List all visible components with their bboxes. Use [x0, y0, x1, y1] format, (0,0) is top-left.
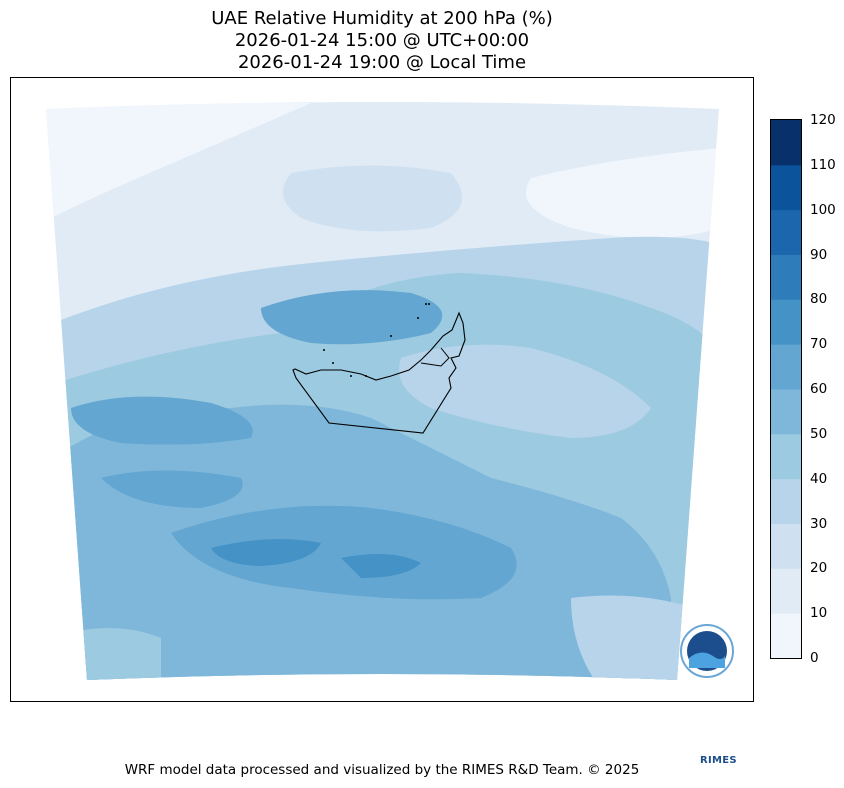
colorbar-cell [770, 433, 802, 480]
colorbar-cell [770, 120, 802, 166]
colorbar-tick-label: 0 [810, 650, 819, 666]
colorbar-tick-label: 80 [810, 291, 828, 308]
uae-border [292, 311, 466, 434]
colorbar-tick-label: 100 [810, 201, 836, 218]
colorbar-tick-label: 110 [810, 156, 836, 173]
colorbar-cell [770, 613, 802, 659]
colorbar-tick-label: 120 [810, 112, 836, 128]
colorbar-tick-label: 30 [810, 515, 828, 532]
colorbar-cell [770, 164, 802, 211]
colorbar-cell [770, 254, 802, 300]
colorbar-tick-label: 70 [810, 336, 828, 353]
emirate-boundary [420, 347, 450, 367]
footer-credit: WRF model data processed and visualized … [124, 762, 640, 778]
colorbar-tick-label: 60 [810, 381, 828, 397]
colorbar-tick-label: 20 [810, 560, 828, 577]
colorbar-cell [770, 523, 802, 569]
utc-time-label: 2026-01-24 15:00 @ UTC+00:00 [234, 30, 530, 51]
colorbar-cell [770, 344, 802, 390]
colorbar-tick-label: 50 [810, 425, 828, 442]
colorbar-cell [770, 568, 802, 614]
rimes-logo-text: RIMES [700, 755, 737, 766]
map-panel: RIMES [10, 77, 754, 766]
humidity-field-map [46, 102, 734, 680]
coastal-islands [323, 303, 430, 377]
colorbar [770, 119, 802, 659]
colorbar-cell [770, 209, 802, 255]
rimes-logo [680, 624, 734, 678]
colorbar-cell [770, 478, 802, 524]
colorbar-cell [770, 299, 802, 345]
colorbar-cell [770, 389, 802, 435]
local-time-label: 2026-01-24 19:00 @ Local Time [237, 52, 527, 73]
colorbar-tick-label: 90 [810, 246, 828, 263]
humidity-contours [46, 102, 719, 680]
colorbar-tick-label: 10 [810, 605, 828, 622]
map-title: UAE Relative Humidity at 200 hPa (%) [211, 8, 553, 29]
colorbar-tick-label: 40 [810, 470, 828, 487]
